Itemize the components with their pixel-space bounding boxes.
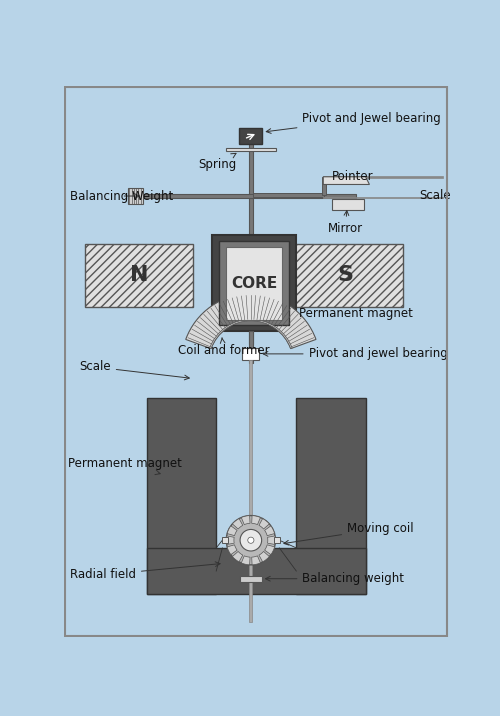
Bar (218, 241, 290, 324)
Wedge shape (252, 516, 260, 525)
Text: Pointer: Pointer (332, 170, 374, 183)
Text: Pivot and jewel bearing: Pivot and jewel bearing (263, 347, 448, 360)
Wedge shape (264, 526, 274, 536)
Wedge shape (210, 319, 292, 349)
Bar (322, 177, 326, 195)
Bar (226, 147, 276, 151)
Bar (248, 331, 253, 363)
Bar (222, 537, 228, 543)
Wedge shape (259, 518, 270, 529)
Text: Radial field: Radial field (70, 562, 220, 581)
Bar (288, 243, 403, 307)
Wedge shape (252, 556, 260, 565)
Text: Pivot and Jewel bearing: Pivot and Jewel bearing (266, 112, 441, 133)
Bar (212, 235, 296, 331)
Text: N: N (130, 266, 148, 286)
Bar (332, 199, 364, 210)
Circle shape (248, 537, 254, 543)
Bar (128, 188, 143, 205)
Wedge shape (242, 516, 250, 525)
Bar (86, 243, 193, 307)
Bar (147, 548, 366, 594)
Circle shape (240, 529, 262, 551)
Wedge shape (227, 526, 237, 536)
Wedge shape (264, 545, 274, 555)
Wedge shape (242, 556, 250, 565)
Wedge shape (232, 551, 243, 562)
Text: Permanent magnet: Permanent magnet (68, 457, 182, 475)
Bar (226, 247, 281, 320)
Bar (253, 193, 324, 197)
Text: Permanent magnet: Permanent magnet (298, 307, 412, 320)
Text: Spring: Spring (198, 153, 237, 171)
Bar (296, 398, 366, 594)
Bar (323, 176, 442, 178)
Wedge shape (232, 518, 243, 529)
Wedge shape (268, 536, 276, 544)
Wedge shape (186, 294, 316, 349)
Bar (240, 128, 262, 144)
Bar (141, 194, 356, 198)
Text: Balancing Weight: Balancing Weight (70, 190, 173, 203)
Polygon shape (323, 177, 370, 185)
Text: Scale: Scale (79, 360, 190, 380)
Text: CORE: CORE (231, 276, 277, 291)
Bar (323, 197, 442, 198)
Wedge shape (259, 551, 270, 562)
Bar (250, 360, 252, 621)
Bar (248, 144, 253, 344)
Text: S: S (338, 266, 353, 286)
Wedge shape (226, 536, 234, 544)
Bar (147, 398, 216, 594)
Text: Scale: Scale (420, 189, 451, 202)
Bar (242, 348, 260, 360)
Text: Mirror: Mirror (328, 211, 363, 235)
Bar (240, 576, 262, 582)
Text: Balancing weight: Balancing weight (266, 572, 404, 585)
Bar (274, 537, 280, 543)
Circle shape (226, 516, 276, 565)
Text: Moving coil: Moving coil (284, 522, 414, 545)
Text: Coil and former: Coil and former (178, 338, 270, 357)
Wedge shape (227, 545, 237, 555)
